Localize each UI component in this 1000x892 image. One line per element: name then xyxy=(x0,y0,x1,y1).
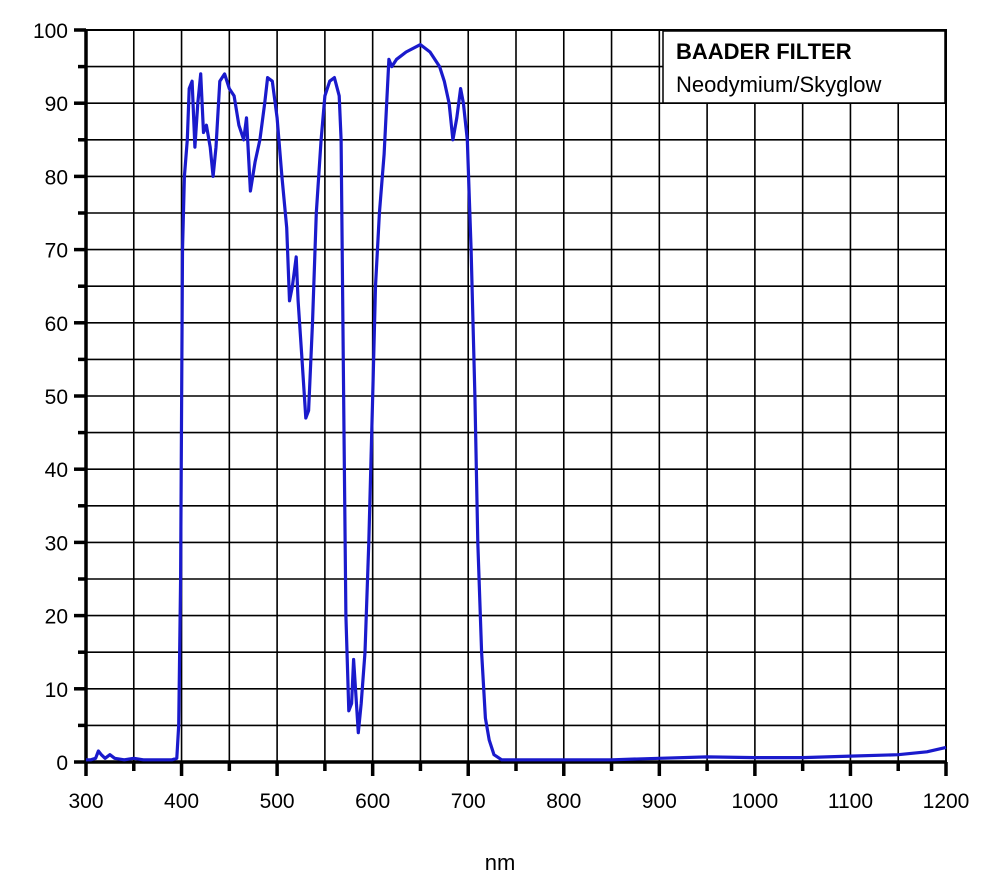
y-tick-label: 100 xyxy=(33,20,68,43)
grid xyxy=(86,30,946,762)
x-tick-label: 900 xyxy=(642,790,677,813)
tick-labels: 300 400 500 600 700 800 900 1000 1100 1200 0 10 20 30… xyxy=(33,20,969,813)
y-tick-label: 20 xyxy=(45,606,68,629)
legend-frame xyxy=(662,30,946,104)
chart-title: BAADER FILTER xyxy=(676,39,852,64)
x-tick-label: 600 xyxy=(355,790,390,813)
x-tick-label: 800 xyxy=(546,790,581,813)
x-tick-label: 1200 xyxy=(923,790,970,813)
chart-subtitle: Neodymium/Skyglow xyxy=(676,72,882,97)
y-tick-label: 50 xyxy=(45,386,68,409)
x-axis-label: nm xyxy=(485,850,516,875)
legend-box: BAADER FILTER Neodymium/Skyglow xyxy=(662,30,946,104)
y-tick-label: 40 xyxy=(45,459,68,482)
y-tick-label: 70 xyxy=(45,240,68,263)
y-tick-label: 90 xyxy=(45,93,68,116)
axes xyxy=(74,28,948,776)
y-tick-label: 80 xyxy=(45,166,68,189)
y-tick-label: 60 xyxy=(45,313,68,336)
y-tick-label: 30 xyxy=(45,532,68,555)
x-tick-label: 300 xyxy=(68,790,103,813)
x-tick-label: 1000 xyxy=(732,790,779,813)
y-tick-label: 0 xyxy=(56,752,68,775)
x-tick-label: 500 xyxy=(260,790,295,813)
series-line xyxy=(86,43,947,762)
x-tick-label: 700 xyxy=(451,790,486,813)
x-tick-label: 1100 xyxy=(828,790,873,813)
x-tick-label: 400 xyxy=(164,790,199,813)
y-tick-label: 10 xyxy=(45,679,68,702)
